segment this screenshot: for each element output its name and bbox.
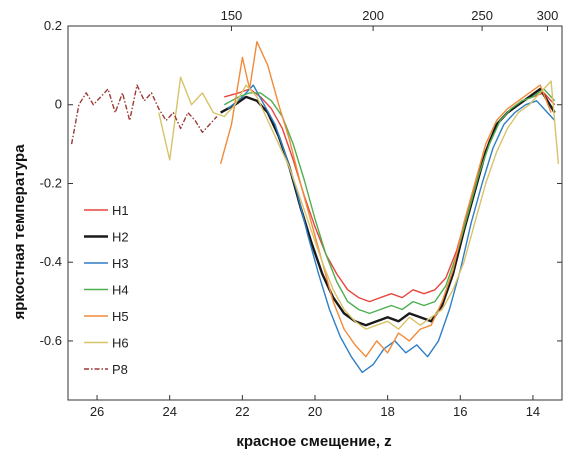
- x-tick-label: 20: [308, 404, 322, 419]
- y-tick-label: -0.4: [40, 254, 62, 269]
- legend-label-h6: H6: [112, 336, 129, 351]
- series-line-h3: [227, 84, 556, 374]
- x-axis-label: красное смещение, z: [236, 433, 391, 450]
- y-tick-label: -0.2: [40, 175, 62, 190]
- x2-tick-label: 300: [537, 8, 559, 23]
- series-line-h5: [219, 41, 552, 358]
- plot-area: [67, 25, 563, 401]
- x2-tick-label: 200: [362, 8, 384, 23]
- legend-label-h3: H3: [112, 256, 129, 271]
- x-tick-label: 14: [526, 404, 540, 419]
- y-tick-label: 0: [55, 97, 62, 112]
- series-layer: [70, 41, 560, 374]
- series-line-p8: [70, 84, 218, 145]
- x-tick-label: 24: [162, 404, 176, 419]
- x-tick-label: 26: [90, 404, 104, 419]
- y-axis-label: яркостная температура: [11, 144, 28, 320]
- x-tick-label: 16: [453, 404, 467, 419]
- legend-label-h5: H5: [112, 309, 129, 324]
- series-line-h6: [158, 76, 560, 330]
- axis-layer: 26 24 22 20 18 16 14 150 200 250 300 0.2 0 -0.2 -0.4 -0…: [40, 8, 562, 419]
- y-tick-label: 0.2: [44, 18, 62, 33]
- x2-tick-label: 250: [471, 8, 493, 23]
- x-tick-label: 22: [235, 404, 249, 419]
- legend-label-h1: H1: [112, 203, 129, 218]
- legend: H1 H2 H3 H4 H5 H6 P8: [84, 203, 129, 377]
- x-tick-label: 18: [380, 404, 394, 419]
- legend-label-h2: H2: [112, 230, 129, 245]
- legend-label-p8: P8: [112, 362, 128, 377]
- legend-label-h4: H4: [112, 283, 129, 298]
- y-tick-label: -0.6: [40, 333, 62, 348]
- plot-frame: [67, 25, 563, 401]
- x2-tick-label: 150: [221, 8, 243, 23]
